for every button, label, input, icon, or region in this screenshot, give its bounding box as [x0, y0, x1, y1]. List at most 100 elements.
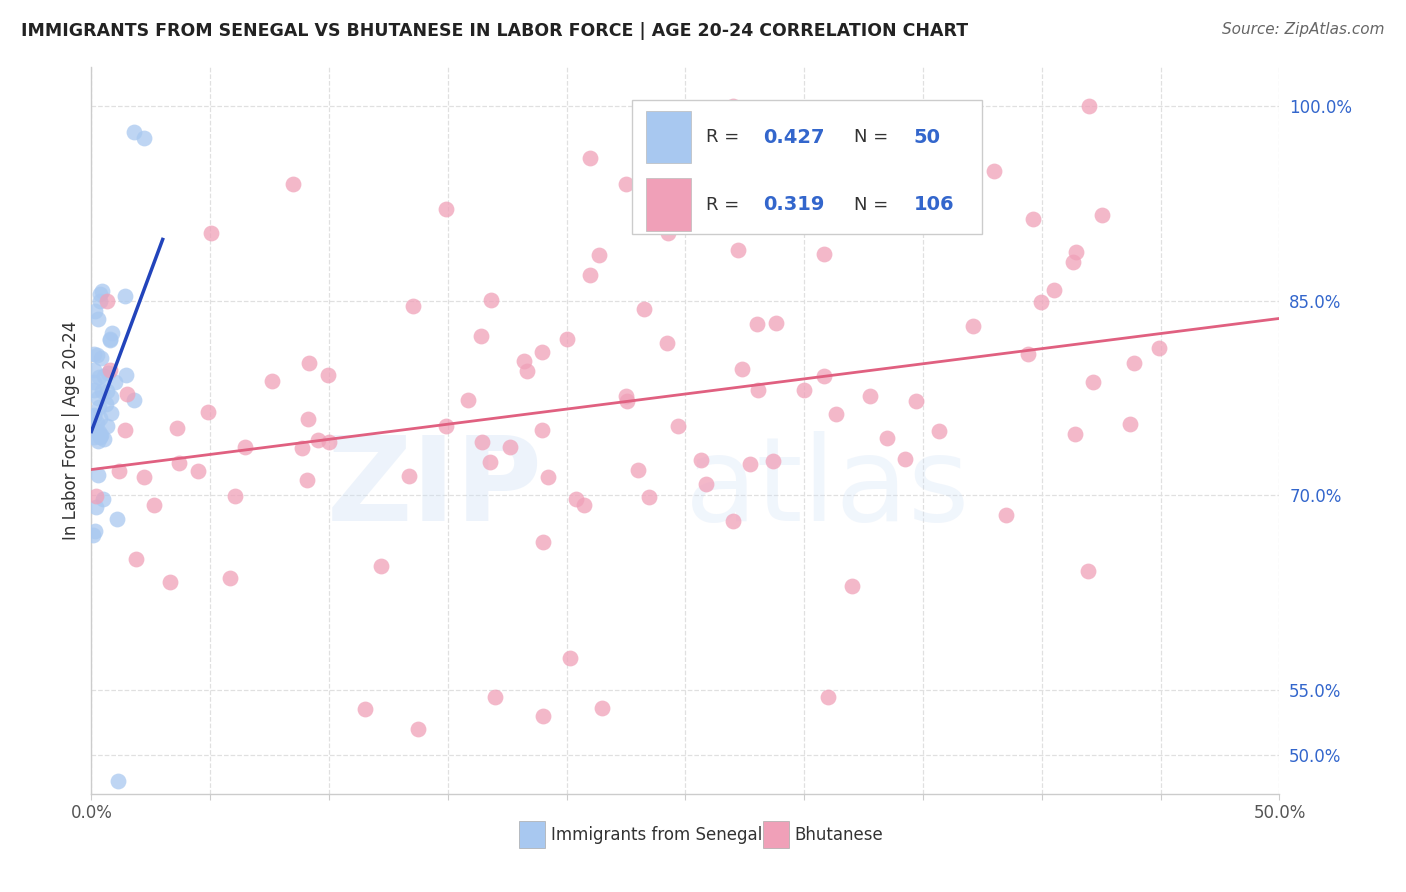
- Point: [513, 354, 536, 368]
- Point: [859, 389, 882, 403]
- Point: [531, 709, 554, 723]
- Point: [318, 435, 340, 450]
- Point: [122, 392, 145, 407]
- Point: [87, 391, 110, 405]
- Point: [657, 226, 679, 240]
- Point: [1122, 356, 1144, 370]
- Point: [825, 407, 848, 421]
- Point: [841, 579, 863, 593]
- Point: [262, 374, 284, 388]
- Text: 106: 106: [914, 195, 955, 214]
- Point: [1078, 99, 1101, 113]
- Point: [197, 405, 219, 419]
- Point: [402, 299, 425, 313]
- Point: [481, 293, 503, 308]
- Point: [98, 333, 121, 347]
- Point: [83, 408, 105, 422]
- Text: N =: N =: [853, 128, 894, 146]
- Point: [96, 384, 118, 399]
- Point: [114, 423, 136, 437]
- Point: [101, 326, 124, 340]
- Point: [531, 535, 554, 549]
- Point: [793, 383, 815, 397]
- FancyBboxPatch shape: [631, 100, 983, 234]
- Point: [905, 393, 928, 408]
- Point: [995, 508, 1018, 522]
- Point: [666, 418, 689, 433]
- Point: [1077, 565, 1099, 579]
- Point: [530, 345, 553, 359]
- Point: [499, 440, 522, 454]
- Point: [89, 293, 111, 308]
- Text: 50: 50: [914, 128, 941, 147]
- Point: [471, 434, 494, 449]
- Point: [98, 363, 121, 377]
- Point: [104, 376, 127, 390]
- Point: [86, 467, 108, 482]
- Point: [83, 375, 105, 389]
- Point: [107, 773, 129, 788]
- Point: [745, 317, 768, 331]
- Point: [434, 202, 457, 216]
- Point: [83, 409, 105, 424]
- Point: [83, 423, 105, 437]
- Point: [84, 489, 107, 503]
- Point: [86, 348, 108, 362]
- Point: [224, 489, 246, 503]
- Point: [579, 268, 602, 283]
- Point: [470, 328, 492, 343]
- Text: atlas: atlas: [685, 431, 970, 546]
- Point: [1118, 417, 1140, 431]
- Point: [398, 468, 420, 483]
- Point: [740, 457, 762, 471]
- Point: [93, 369, 115, 384]
- Point: [516, 364, 538, 378]
- Point: [657, 335, 679, 350]
- Point: [83, 363, 105, 377]
- Point: [87, 425, 110, 440]
- Point: [626, 463, 648, 477]
- Point: [813, 369, 835, 384]
- Point: [187, 464, 209, 478]
- Text: R =: R =: [706, 195, 745, 213]
- Point: [132, 131, 155, 145]
- Text: IMMIGRANTS FROM SENEGAL VS BHUTANESE IN LABOR FORCE | AGE 20-24 CORRELATION CHAR: IMMIGRANTS FROM SENEGAL VS BHUTANESE IN …: [21, 22, 969, 40]
- Point: [93, 432, 115, 446]
- Text: 0.427: 0.427: [762, 128, 824, 147]
- Point: [91, 491, 114, 506]
- Text: Source: ZipAtlas.com: Source: ZipAtlas.com: [1222, 22, 1385, 37]
- Point: [983, 163, 1005, 178]
- Point: [633, 302, 655, 317]
- Point: [695, 476, 717, 491]
- Point: [89, 429, 111, 443]
- Point: [1022, 211, 1045, 226]
- Point: [86, 416, 108, 430]
- Point: [1029, 295, 1052, 310]
- Point: [91, 285, 114, 299]
- Text: ZIP: ZIP: [326, 431, 543, 546]
- Point: [283, 177, 305, 191]
- Point: [90, 427, 112, 442]
- Point: [638, 491, 661, 505]
- Text: 0.319: 0.319: [762, 195, 824, 214]
- Point: [316, 368, 339, 382]
- Point: [690, 453, 713, 467]
- Point: [159, 575, 181, 590]
- Point: [962, 318, 984, 333]
- Point: [82, 527, 104, 541]
- Point: [83, 383, 105, 397]
- Point: [765, 316, 787, 330]
- Point: [143, 499, 166, 513]
- Point: [768, 151, 790, 165]
- Point: [557, 332, 579, 346]
- Point: [84, 500, 107, 514]
- Point: [297, 473, 319, 487]
- Point: [114, 368, 136, 382]
- Bar: [762, 821, 789, 848]
- Point: [457, 392, 479, 407]
- Point: [219, 571, 242, 585]
- Point: [87, 434, 110, 449]
- Point: [115, 387, 138, 401]
- Point: [125, 552, 148, 566]
- Point: [588, 248, 610, 262]
